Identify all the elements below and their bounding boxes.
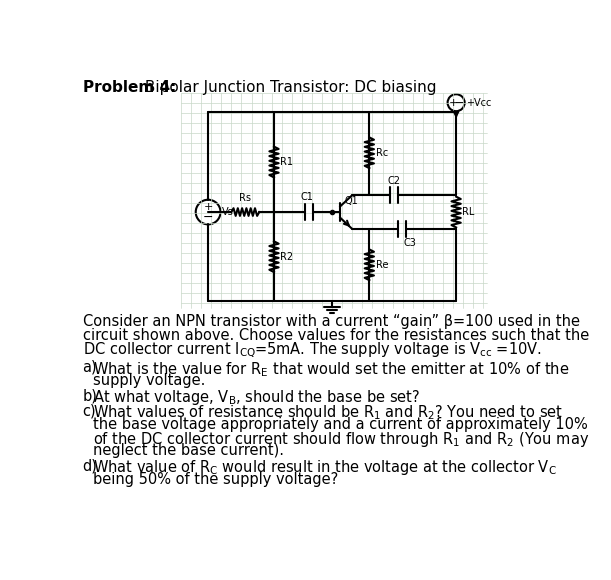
Text: −: − xyxy=(203,211,213,224)
Text: −: − xyxy=(455,99,464,108)
Text: Q1: Q1 xyxy=(345,196,358,206)
Text: neglect the base current).: neglect the base current). xyxy=(93,443,285,458)
Text: supply voltage.: supply voltage. xyxy=(93,373,206,388)
Text: b): b) xyxy=(82,389,97,403)
Text: +: + xyxy=(203,202,213,212)
Text: R1: R1 xyxy=(280,157,293,167)
Text: RL: RL xyxy=(463,207,475,217)
Text: +Vcc: +Vcc xyxy=(466,97,492,108)
Text: Re: Re xyxy=(376,260,388,270)
Text: C1: C1 xyxy=(301,192,314,202)
Text: C2: C2 xyxy=(387,176,401,186)
Text: What value of $\mathrm{R_C}$ would result in the voltage at the collector $\math: What value of $\mathrm{R_C}$ would resul… xyxy=(93,458,557,477)
Text: circuit shown above. Choose values for the resistances such that the: circuit shown above. Choose values for t… xyxy=(82,328,589,343)
Text: d): d) xyxy=(82,458,97,473)
Text: a): a) xyxy=(82,360,97,375)
Text: Problem 4:: Problem 4: xyxy=(82,79,176,95)
Text: DC collector current $\mathrm{I_{CQ}}$=5mA. The supply voltage is $\mathrm{V_{cc: DC collector current $\mathrm{I_{CQ}}$=5… xyxy=(82,340,541,360)
Text: Rs: Rs xyxy=(240,193,251,203)
Text: Vs: Vs xyxy=(222,207,234,217)
Text: R2: R2 xyxy=(280,252,293,262)
Text: What is the value for $\mathrm{R_E}$ that would set the emitter at 10% of the: What is the value for $\mathrm{R_E}$ tha… xyxy=(93,360,570,379)
Text: At what voltage, $\mathrm{V_B}$, should the base be set?: At what voltage, $\mathrm{V_B}$, should … xyxy=(93,389,420,407)
Text: of the DC collector current should flow through $\mathrm{R_1}$ and $\mathrm{R_2}: of the DC collector current should flow … xyxy=(93,430,590,449)
Text: c): c) xyxy=(82,404,96,419)
Text: being 50% of the supply voltage?: being 50% of the supply voltage? xyxy=(93,472,338,487)
Text: +: + xyxy=(449,97,458,108)
Text: C3: C3 xyxy=(403,238,416,248)
Text: Rc: Rc xyxy=(376,148,388,158)
Text: What values of resistance should be $\mathrm{R_1}$ and $\mathrm{R_2}$? You need : What values of resistance should be $\ma… xyxy=(93,404,563,422)
Text: Consider an NPN transistor with a current “gain” β=100 used in the: Consider an NPN transistor with a curren… xyxy=(82,314,580,329)
Text: Bipolar Junction Transistor: DC biasing: Bipolar Junction Transistor: DC biasing xyxy=(140,79,436,95)
Text: the base voltage appropriately and a current of approximately 10%: the base voltage appropriately and a cur… xyxy=(93,417,588,432)
